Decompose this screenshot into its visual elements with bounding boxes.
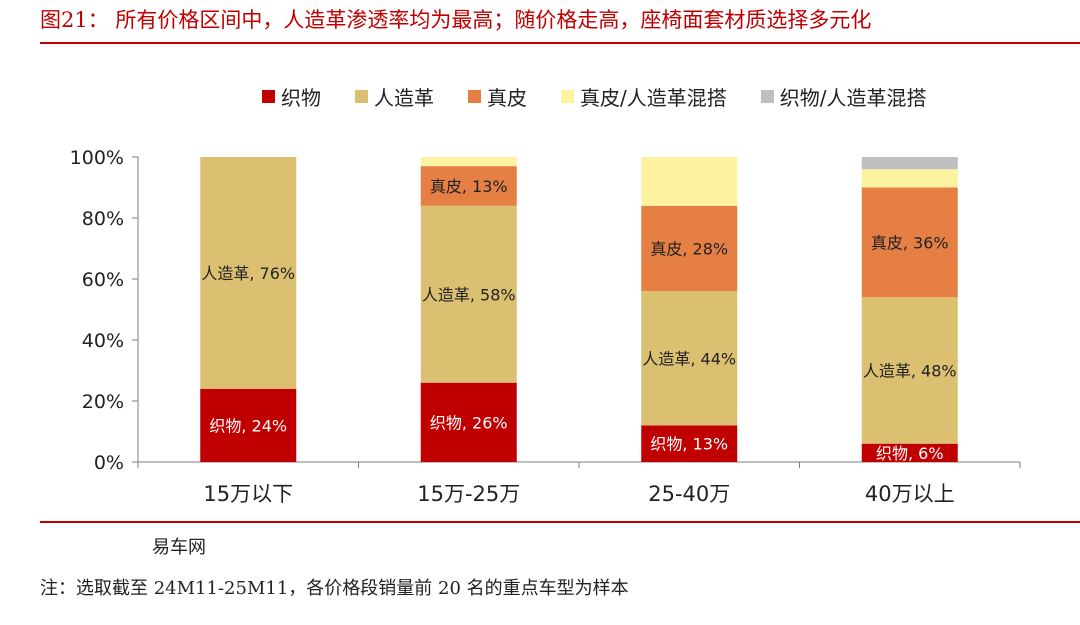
legend-label: 织物/人造革混搭	[779, 86, 927, 110]
bar-segment	[641, 157, 738, 206]
data-label: 织物, 6%	[876, 444, 944, 463]
data-label: 织物, 24%	[209, 416, 287, 435]
data-label: 织物, 26%	[430, 413, 508, 432]
data-label: 织物, 13%	[650, 435, 728, 454]
bar-segment	[861, 187, 958, 298]
legend-label: 真皮	[487, 86, 527, 110]
bar-segment	[200, 157, 297, 389]
legend-label: 人造革	[374, 86, 434, 110]
legend-swatch	[760, 90, 774, 103]
legend-swatch	[468, 90, 481, 103]
legend-swatch	[262, 90, 275, 103]
data-label: 人造革, 48%	[863, 362, 957, 381]
note-text: 注：选取截至 24M11-25M11，各价格段销量前 20 名的重点车型为样本	[40, 578, 629, 599]
bar-segment	[861, 297, 958, 444]
data-label: 真皮, 28%	[650, 240, 728, 259]
bar-segment	[420, 166, 517, 206]
data-label: 人造革, 44%	[642, 349, 736, 368]
legend-item: 人造革	[355, 82, 434, 111]
data-label: 真皮, 36%	[871, 233, 949, 252]
legend-item: 真皮	[468, 82, 527, 111]
x-tick-label: 40万以上	[865, 482, 955, 506]
x-tick-label: 15万以下	[203, 482, 293, 506]
data-label: 真皮, 13%	[430, 177, 508, 196]
bar-segment	[420, 382, 517, 462]
bar-segment	[861, 169, 958, 188]
legend-label: 真皮/人造革混搭	[580, 86, 727, 110]
chart-legend: 织物 人造革 真皮 真皮/人造革混搭 织物/人造革混搭	[262, 82, 961, 111]
x-tick-label: 15万-25万	[417, 482, 520, 506]
y-tick-label: 0%	[94, 452, 124, 474]
legend-item: 织物	[262, 82, 321, 111]
bar-segment	[420, 205, 517, 383]
y-tick-label: 40%	[82, 330, 124, 352]
bar-segment	[641, 425, 738, 462]
bar-segment	[641, 291, 738, 426]
bar-segment	[861, 157, 958, 170]
y-tick-label: 60%	[82, 269, 124, 291]
y-tick-label: 20%	[82, 391, 124, 413]
source-text: 易车网	[152, 537, 206, 558]
y-tick-label: 80%	[82, 208, 124, 230]
footer-rule	[40, 521, 1080, 523]
title-rule	[40, 42, 1080, 44]
data-label: 人造革, 76%	[201, 264, 295, 283]
bar-segment	[861, 443, 958, 462]
legend-swatch	[561, 90, 574, 103]
bar-segment	[641, 205, 738, 292]
stacked-bar-chart: 0% 20% 40% 60% 80% 100% 15万以下 15万-25万 25-40万 40万以…	[70, 147, 1021, 506]
legend-label: 织物	[281, 86, 321, 110]
y-tick-label: 100%	[70, 147, 124, 169]
legend-item: 织物/人造革混搭	[760, 82, 927, 111]
bar-segment	[200, 388, 297, 462]
x-tick-label: 25-40万	[648, 482, 730, 506]
figure-title: 图21： 所有价格区间中，人造革渗透率均为最高；随价格走高，座椅面套材质选择多元…	[40, 8, 872, 32]
bar-segment	[420, 157, 517, 167]
legend-item: 真皮/人造革混搭	[561, 82, 727, 111]
data-label: 人造革, 58%	[422, 285, 516, 304]
legend-swatch	[355, 90, 368, 103]
